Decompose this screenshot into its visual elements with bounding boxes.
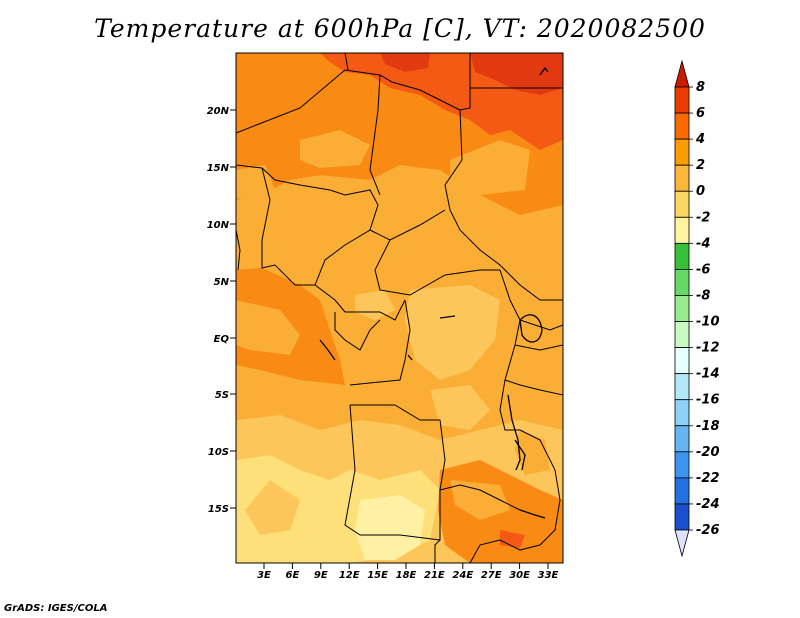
- lakes: [407, 66, 549, 519]
- colorbar-swatch: [674, 425, 690, 453]
- lat-tick-label: EQ: [214, 334, 230, 345]
- country-borders: [236, 53, 563, 563]
- colorbar-label: -14: [696, 367, 720, 382]
- latitude-axis: 20N 15N 10N 5N EQ 5S 10S 15S: [207, 106, 236, 515]
- colorbar-swatch: [674, 503, 690, 531]
- colorbar-label: 8: [696, 80, 705, 95]
- lon-tick-label: 6E: [286, 570, 300, 581]
- lat-tick-label: 15S: [208, 504, 229, 515]
- colorbar-swatch: [674, 321, 690, 348]
- colorbar-label: 0: [696, 184, 705, 199]
- colorbar-swatch: [674, 347, 690, 375]
- colorbar-swatch: [674, 112, 690, 140]
- lat-tick-label: 20N: [207, 106, 230, 117]
- longitude-axis: 3E 6E 9E 12E 15E 18E 21E 24E 27E 30E 33E: [257, 563, 559, 581]
- colorbar-bottom-arrow: [674, 529, 690, 558]
- colorbar-label: -20: [696, 445, 720, 460]
- colorbar-label: -16: [696, 393, 720, 408]
- lon-tick-label: 21E: [424, 570, 445, 581]
- colorbar-swatch: [674, 399, 690, 427]
- colorbar-swatch: [674, 477, 690, 505]
- lat-tick-label: 15N: [207, 163, 230, 174]
- colorbar-swatch: [674, 242, 690, 270]
- colorbar-label: 6: [696, 106, 705, 121]
- temperature-field: [236, 53, 563, 563]
- lon-tick-label: 15E: [367, 570, 388, 581]
- lon-tick-label: 9E: [314, 570, 328, 581]
- mild-patch-central: [405, 285, 500, 380]
- lat-tick-label: 5S: [215, 390, 229, 401]
- lon-tick-label: 18E: [396, 570, 417, 581]
- colorbar-label: -12: [696, 341, 720, 356]
- colorbar-swatch: [674, 138, 690, 166]
- colorbar-label: -10: [696, 315, 720, 330]
- lat-tick-label: 10S: [208, 447, 229, 458]
- colorbar-label: -18: [696, 419, 720, 434]
- lat-tick-label: 10N: [207, 220, 230, 231]
- hottest-core: [470, 53, 563, 95]
- colorbar-label: 4: [695, 132, 705, 147]
- colorbar-label: -2: [696, 210, 710, 225]
- colorbar-swatch: [674, 295, 690, 322]
- map-frame: [235, 52, 564, 564]
- colorbar-swatch: [674, 451, 690, 479]
- chart-title: Temperature at 600hPa [C], VT: 202008250…: [94, 14, 706, 43]
- colorbar-top-arrow: [674, 59, 690, 88]
- lat-tick-label: 5N: [214, 277, 230, 288]
- colorbar-swatch: [674, 373, 690, 401]
- colorbar-swatch: [674, 269, 690, 296]
- lon-tick-label: 3E: [257, 570, 271, 581]
- colorbar-label: 2: [696, 158, 705, 173]
- lon-tick-label: 24E: [452, 570, 473, 581]
- colorbar-label: -24: [696, 497, 720, 512]
- colorbar-swatch: [674, 216, 690, 244]
- colorbar-label: -22: [696, 471, 720, 486]
- colorbar-label: -26: [696, 523, 720, 538]
- lon-tick-label: 27E: [481, 570, 502, 581]
- colorbar-swatch: [674, 86, 690, 114]
- lon-tick-label: 33E: [538, 570, 559, 581]
- lon-tick-label: 12E: [339, 570, 360, 581]
- lon-tick-label: 30E: [509, 570, 530, 581]
- colorbar-swatch: [674, 190, 690, 218]
- colorbar-label: -8: [696, 288, 710, 303]
- colorbar-label: -4: [696, 236, 710, 251]
- colorbar-label: -6: [696, 262, 710, 277]
- grads-credit: GrADS: IGES/COLA: [4, 603, 108, 614]
- colorbar: 8 6 4 2 0 -2 -4 -6 -8 -10 -12 -14 -16 -18 -20 -22 -24 -26: [674, 59, 720, 558]
- colorbar-swatch: [674, 164, 690, 192]
